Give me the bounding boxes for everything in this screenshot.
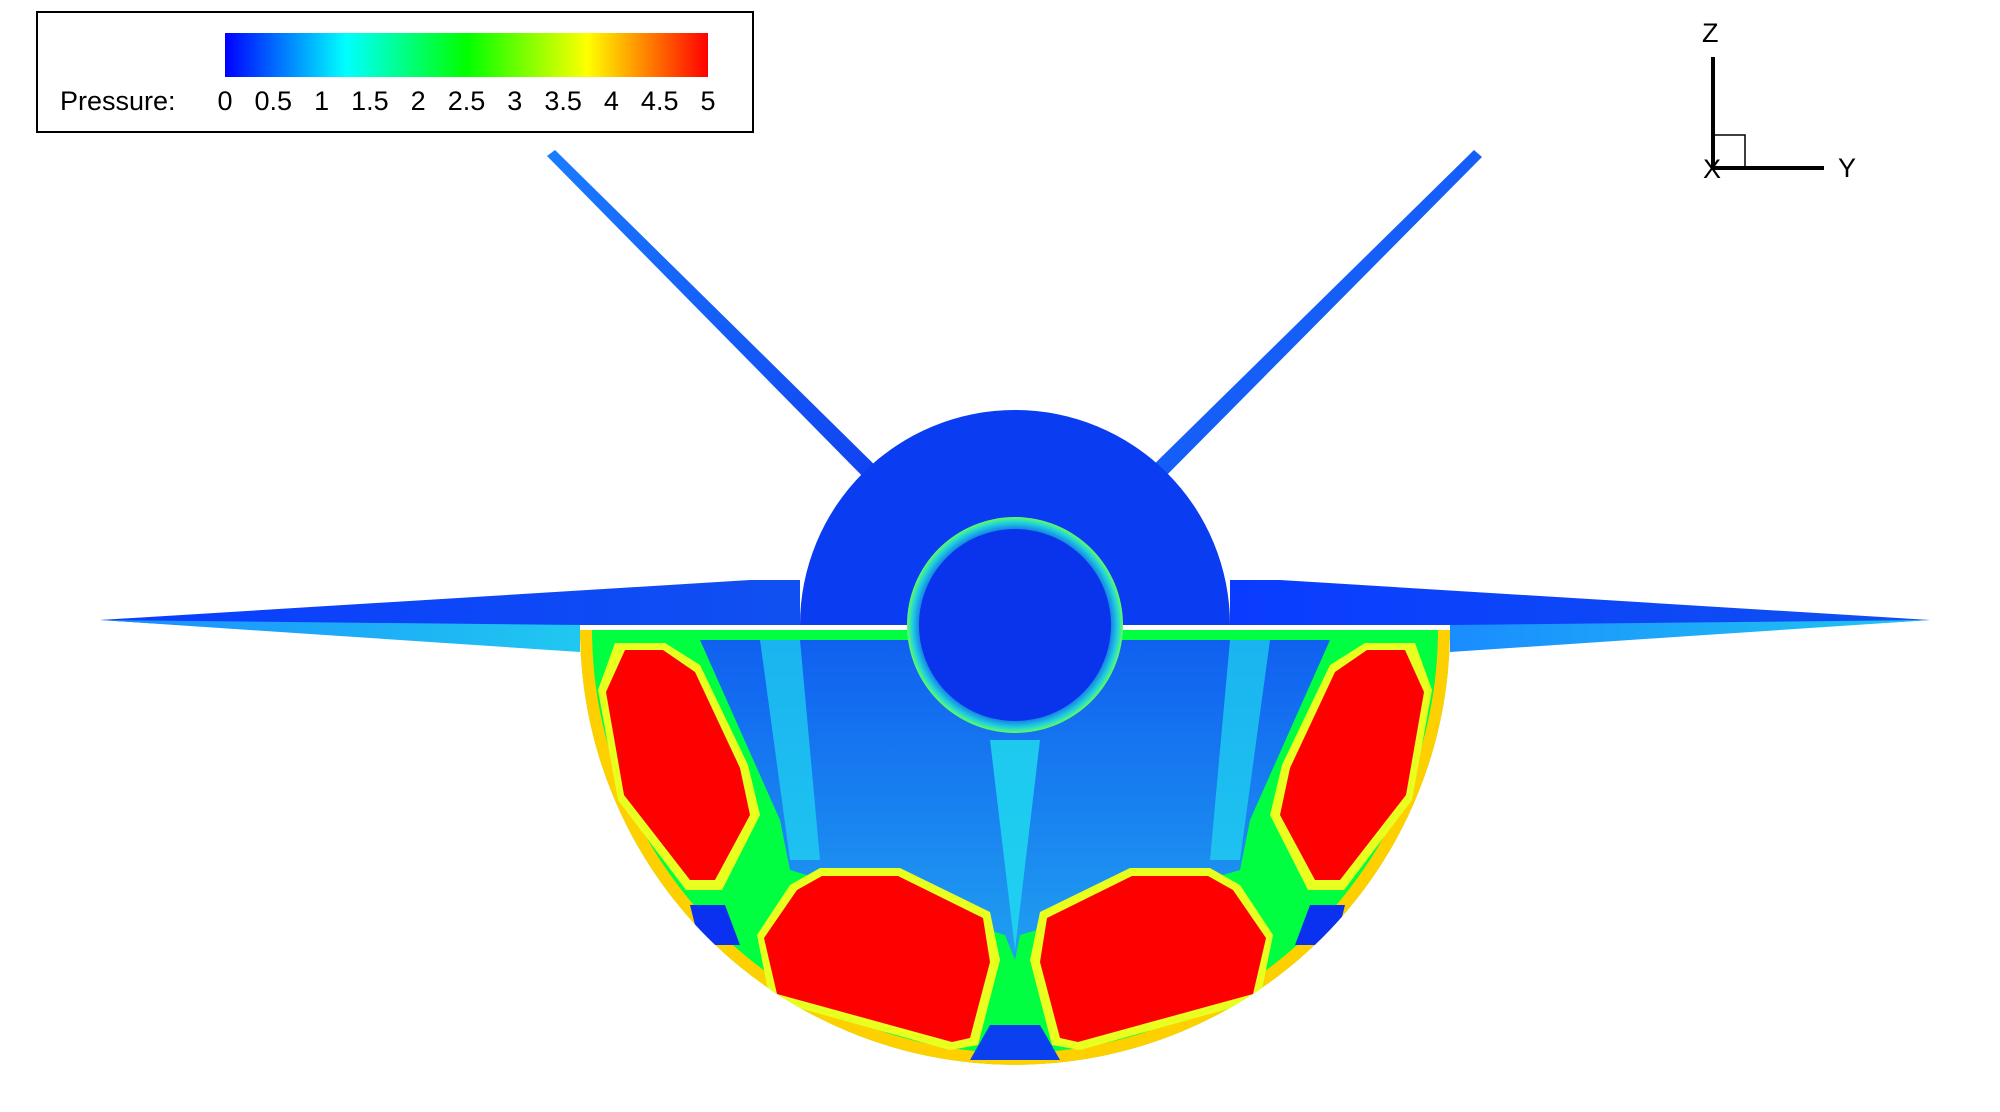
right-wing-lower-edge	[1450, 620, 1930, 652]
z-axis-label: Z	[1702, 18, 1719, 48]
cyan-streak-right	[1210, 640, 1270, 860]
left-wing-lower-edge	[100, 620, 580, 652]
legend-tick-label: 1	[314, 86, 329, 116]
colorbar	[225, 33, 708, 77]
legend-tick-label: 1.5	[351, 86, 389, 116]
cyan-streak-center	[990, 740, 1040, 950]
legend-tick-label: 2.5	[448, 86, 486, 116]
left-wing	[100, 580, 800, 650]
right-wing	[1230, 580, 1930, 650]
left-tail-fin	[547, 150, 890, 490]
axis-triad: Z Y X	[1702, 18, 1856, 184]
legend-tick-label: 4.5	[641, 86, 679, 116]
legend-tick-label: 2	[411, 86, 426, 116]
cyan-streak-left	[760, 640, 820, 860]
legend-tick-label: 3	[507, 86, 522, 116]
color-legend: Pressure: 0 0.5 1 1.5 2 2.5 3 3.5 4 4.5 5	[36, 11, 754, 133]
central-hub-core	[919, 529, 1111, 721]
high-pressure-lobe-upper-left	[606, 650, 750, 880]
legend-tick-label: 5	[700, 86, 715, 116]
right-tail-fin	[1138, 150, 1482, 490]
legend-tick-label: 0.5	[255, 86, 293, 116]
x-axis-label: X	[1703, 154, 1721, 184]
high-pressure-lobe-upper-right	[1280, 650, 1424, 880]
legend-label: Pressure:	[60, 86, 176, 116]
blue-pocket-bottom	[970, 1025, 1060, 1060]
legend-tick-label: 4	[604, 86, 619, 116]
high-pressure-lobe-lower-left	[764, 876, 990, 1042]
triad-corner-box	[1712, 134, 1746, 169]
legend-tick-label: 3.5	[544, 86, 582, 116]
legend-tick-labels: 0 0.5 1 1.5 2 2.5 3 3.5 4 4.5 5	[217, 86, 715, 116]
y-axis-label: Y	[1838, 153, 1856, 183]
legend-tick-label: 0	[217, 86, 232, 116]
high-pressure-lobe-lower-right	[1040, 876, 1266, 1042]
aircraft-pressure-field	[100, 150, 1930, 1065]
